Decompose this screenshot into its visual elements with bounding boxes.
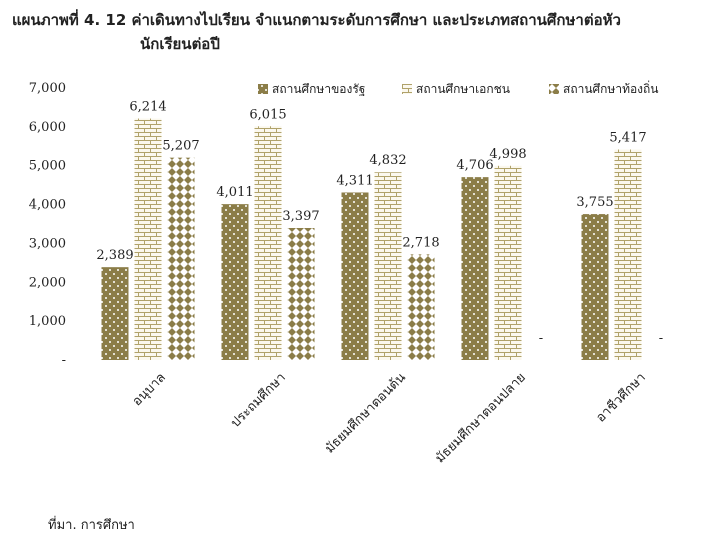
data-label: 5,417 <box>609 131 646 146</box>
bar <box>407 254 435 360</box>
bar <box>221 204 249 360</box>
legend-swatch <box>258 84 268 94</box>
y-tick-label: 7,000 <box>29 81 66 96</box>
data-label: 3,755 <box>576 195 613 210</box>
title-line-2: นักเรียนต่อปี <box>140 35 220 53</box>
data-label: 6,015 <box>249 107 286 122</box>
y-tick-label: 1,000 <box>29 314 66 329</box>
legend-swatch <box>549 84 559 94</box>
source-note: ที่มา. การศึกษา <box>48 518 135 533</box>
legend-label: สถานศึกษาท้องถิ่น <box>563 80 659 96</box>
data-label: - <box>539 331 543 346</box>
y-tick-label: - <box>62 353 66 368</box>
data-label: - <box>659 331 663 346</box>
bar <box>341 192 369 360</box>
bar <box>494 165 522 360</box>
data-label: 4,998 <box>489 147 526 162</box>
y-tick-label: 3,000 <box>29 236 66 251</box>
category-label: ประถมศึกษา <box>228 370 289 431</box>
title-line-1: แผนภาพที่ 4. 12 ค่าเดินทางไปเรียน จำแนกต… <box>12 11 621 29</box>
category-label: มัธยมศึกษาตอนต้น <box>322 370 408 456</box>
bar <box>374 172 402 360</box>
bar-series <box>101 118 642 360</box>
data-label: 4,706 <box>456 158 493 173</box>
bar <box>134 118 162 360</box>
bar <box>167 157 195 360</box>
legend-label: สถานศึกษาของรัฐ <box>272 82 365 96</box>
y-tick-label: 5,000 <box>29 159 66 174</box>
category-label: อาชีวศึกษา <box>593 370 649 426</box>
data-label: 5,207 <box>162 139 199 154</box>
bar <box>101 267 129 360</box>
data-label: 3,397 <box>282 209 319 224</box>
bar <box>287 228 315 360</box>
data-label: 2,718 <box>402 235 439 250</box>
bar <box>461 177 489 360</box>
legend-swatch <box>402 84 412 94</box>
y-tick-label: 4,000 <box>29 198 66 213</box>
category-labels: อนุบาล ประถมศึกษา มัธยมศึกษาตอนต้น มัธยมศึก… <box>130 370 649 467</box>
data-label: 6,214 <box>129 100 166 115</box>
category-label: อนุบาล <box>130 370 169 409</box>
data-labels: 2,389 6,214 5,207 4,011 6,015 3,397 4,311 4,832… <box>96 100 663 346</box>
category-label: มัธยมศึกษาตอนปลาย <box>433 370 529 466</box>
legend-label: สถานศึกษาเอกชน <box>416 82 510 96</box>
bar <box>581 214 609 360</box>
legend: สถานศึกษาของรัฐ สถานศึกษาเอกชน สถานศึกษาท้… <box>258 80 659 96</box>
data-label: 2,389 <box>96 248 133 263</box>
data-label: 4,832 <box>369 153 406 168</box>
y-tick-label: 6,000 <box>29 120 66 135</box>
chart-title: แผนภาพที่ 4. 12 ค่าเดินทางไปเรียน จำแนกต… <box>12 8 712 56</box>
y-axis-labels: - 1,000 2,000 3,000 4,000 5,000 6,000 7,000 <box>29 81 66 368</box>
data-label: 4,011 <box>216 185 253 200</box>
data-label: 4,311 <box>336 173 373 188</box>
y-tick-label: 2,000 <box>29 275 66 290</box>
bar <box>614 149 642 360</box>
bar <box>254 126 282 360</box>
